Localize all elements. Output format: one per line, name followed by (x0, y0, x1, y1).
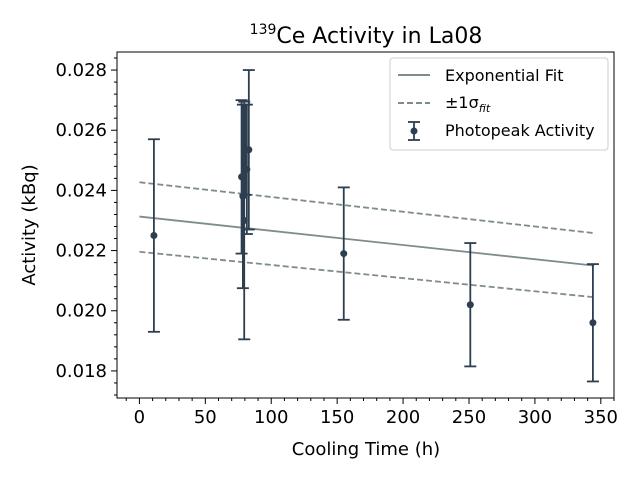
y-tick-label: 0.022 (55, 241, 107, 262)
x-tick-label: 250 (452, 407, 486, 428)
x-axis-label: Cooling Time (h) (292, 439, 440, 460)
plot-frame (116, 51, 615, 399)
legend-points-swatch (408, 121, 420, 141)
x-tick-label: 50 (194, 407, 217, 428)
x-tick-label: 200 (386, 407, 420, 428)
data-point-10 (586, 263, 599, 383)
y-tick-label: 0.020 (55, 301, 107, 322)
legend: Exponential Fit ±1σfit Photopeak Activit… (389, 57, 609, 151)
data-point-7 (242, 69, 255, 231)
plot-area (139, 69, 599, 383)
legend-points-label: Photopeak Activity (445, 121, 595, 140)
y-tick-label: 0.028 (55, 60, 107, 81)
y-axis: 0.018 0.020 0.022 0.024 0.026 0.028 (55, 57, 117, 396)
legend-sigma-label: ±1σfit (445, 93, 491, 115)
data-marker (340, 250, 348, 258)
legend-frame (389, 57, 609, 151)
upper-sigma-line (139, 181, 595, 235)
legend-fit-label: Exponential Fit (445, 66, 563, 85)
data-point-1 (147, 138, 160, 333)
y-axis-label: Activity (kBq) (19, 164, 40, 285)
x-tick-label: 350 (584, 407, 618, 428)
data-marker (589, 319, 597, 327)
title-superscript: 139 (250, 22, 277, 38)
x-tick-label: 150 (320, 407, 354, 428)
chart-title: 139Ce Activity in La08 (250, 22, 483, 49)
data-marker (150, 232, 158, 240)
x-tick-label: 0 (134, 407, 145, 428)
legend-sigma-prefix: ±1σ (445, 93, 479, 112)
y-tick-label: 0.024 (55, 180, 107, 201)
legend-sigma-subscript: fit (479, 102, 491, 115)
data-marker (466, 301, 474, 309)
exponential-fit-line (139, 215, 595, 267)
data-marker (245, 146, 253, 154)
data-point-8 (337, 186, 350, 321)
legend-marker (410, 127, 418, 135)
x-tick-label: 100 (254, 407, 288, 428)
data-point-9 (464, 242, 477, 368)
x-axis: 0 50 100 150 200 250 300 350 (125, 398, 618, 428)
x-tick-label: 300 (518, 407, 552, 428)
title-text: Ce Activity in La08 (276, 24, 482, 49)
y-tick-label: 0.018 (55, 361, 107, 382)
lower-sigma-line (139, 250, 595, 299)
y-tick-label: 0.026 (55, 120, 107, 141)
